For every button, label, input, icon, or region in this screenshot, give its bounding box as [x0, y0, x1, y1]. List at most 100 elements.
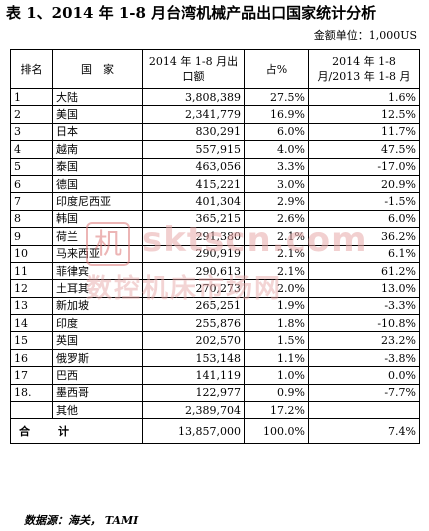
header-share: 占% [244, 49, 309, 89]
amount-cell: 122,977 [142, 383, 245, 403]
amount-cell: 153,148 [142, 348, 245, 368]
country-cell: 其他 [52, 401, 143, 420]
table-row: 13 新加坡 265,251 1.9% -3.3% [10, 296, 420, 316]
share-cell: 3.3% [244, 157, 309, 176]
table-row: 17 巴西 141,119 1.0% 0.0% [10, 366, 420, 385]
rank-cell: 2 [10, 105, 53, 124]
header-rank: 排名 [10, 49, 53, 89]
amount-cell: 270,273 [142, 279, 245, 298]
amount-cell: 3,808,389 [142, 87, 245, 107]
rank-cell: 16 [10, 348, 53, 368]
rank-cell: 8 [10, 209, 53, 229]
table-header-row: 排名 国 家 2014 年 1-8 月出口额 占% 2014 年 1-8 月/2… [10, 49, 420, 89]
table-row: 18. 墨西哥 122,977 0.9% -7.7% [10, 383, 420, 403]
growth-cell: 47.5% [308, 140, 420, 159]
country-cell: 越南 [52, 140, 143, 159]
share-cell: 16.9% [244, 105, 309, 124]
country-cell: 新加坡 [52, 296, 143, 316]
header-growth-text: 2014 年 1-8 月/2013 年 1-8 月 [317, 55, 411, 83]
growth-cell: 13.0% [308, 279, 420, 298]
table-row: 11 菲律宾 290,613 2.1% 61.2% [10, 261, 420, 281]
growth-cell: 11.7% [308, 122, 420, 142]
growth-cell: -3.3% [308, 296, 420, 316]
amount-cell: 265,251 [142, 296, 245, 316]
table-row: 14 印度 255,876 1.8% -10.8% [10, 314, 420, 333]
country-cell: 日本 [52, 122, 143, 142]
share-cell: 4.0% [244, 140, 309, 159]
rank-cell: 13 [10, 296, 53, 316]
rank-cell: 5 [10, 157, 53, 176]
country-cell: 巴西 [52, 366, 143, 385]
total-label-second-char: 计 [58, 424, 69, 438]
share-cell: 2.1% [244, 244, 309, 263]
amount-cell: 830,291 [142, 122, 245, 142]
share-cell: 2.6% [244, 209, 309, 229]
rank-cell: 3 [10, 122, 53, 142]
rank-cell: 14 [10, 314, 53, 333]
share-cell: 1.8% [244, 314, 309, 333]
growth-cell: 20.9% [308, 174, 420, 194]
share-cell: 1.9% [244, 296, 309, 316]
total-label-first-char: 合 [19, 424, 30, 438]
country-cell: 马来西亚 [52, 244, 143, 263]
growth-cell: 0.0% [308, 366, 420, 385]
rank-cell: 15 [10, 331, 53, 350]
table-row: 10 马来西亚 290,919 2.1% 6.1% [10, 244, 420, 263]
growth-cell: 1.6% [308, 87, 420, 107]
rank-cell: 1 [10, 87, 53, 107]
amount-cell: 415,221 [142, 174, 245, 194]
table-row: 1 大陆 3,808,389 27.5% 1.6% [10, 87, 420, 107]
growth-cell: -10.8% [308, 314, 420, 333]
growth-cell: -1.5% [308, 192, 420, 211]
share-cell: 2.1% [244, 261, 309, 281]
growth-cell: 12.5% [308, 105, 420, 124]
country-cell: 印度尼西亚 [52, 192, 143, 211]
amount-cell: 463,056 [142, 157, 245, 176]
country-cell: 荷兰 [52, 227, 143, 246]
growth-cell: 6.0% [308, 209, 420, 229]
export-statistics-table: 排名 国 家 2014 年 1-8 月出口额 占% 2014 年 1-8 月/2… [10, 49, 420, 445]
share-cell: 3.0% [244, 174, 309, 194]
rank-cell: 17 [10, 366, 53, 385]
table-title: 表 1、2014 年 1-8 月台湾机械产品出口国家统计分析 [6, 4, 377, 22]
country-cell: 土耳其 [52, 279, 143, 298]
table-row: 3 日本 830,291 6.0% 11.7% [10, 122, 420, 142]
table-row: 6 德国 415,221 3.0% 20.9% [10, 174, 420, 194]
amount-cell: 255,876 [142, 314, 245, 333]
share-cell: 0.9% [244, 383, 309, 403]
share-cell: 27.5% [244, 87, 309, 107]
rank-cell: 12 [10, 279, 53, 298]
country-cell: 德国 [52, 174, 143, 194]
growth-cell: 6.1% [308, 244, 420, 263]
header-amount: 2014 年 1-8 月出口额 [142, 49, 245, 89]
table-row: 其他 2,389,704 17.2% [10, 401, 420, 420]
table-row: 4 越南 557,915 4.0% 47.5% [10, 140, 420, 159]
amount-cell: 141,119 [142, 366, 245, 385]
amount-cell: 365,215 [142, 209, 245, 229]
share-cell: 1.0% [244, 366, 309, 385]
growth-cell: -3.8% [308, 348, 420, 368]
amount-cell: 202,570 [142, 331, 245, 350]
total-label-cell: 合计 [10, 418, 143, 445]
amount-cell: 291,380 [142, 227, 245, 246]
amount-cell: 2,389,704 [142, 401, 245, 420]
table-row: 15 英国 202,570 1.5% 23.2% [10, 331, 420, 350]
data-source-note: 数据源：海关， TAMI [24, 514, 139, 527]
country-cell: 菲律宾 [52, 261, 143, 281]
table-row: 9 荷兰 291,380 2.1% 36.2% [10, 227, 420, 246]
country-cell: 美国 [52, 105, 143, 124]
amount-cell: 2,341,779 [142, 105, 245, 124]
country-cell: 墨西哥 [52, 383, 143, 403]
rank-cell: 4 [10, 140, 53, 159]
table-row: 16 俄罗斯 153,148 1.1% -3.8% [10, 348, 420, 368]
table-row: 5 泰国 463,056 3.3% -17.0% [10, 157, 420, 176]
rank-cell: 18. [10, 383, 53, 403]
country-cell: 印度 [52, 314, 143, 333]
total-growth-cell: 7.4% [308, 418, 420, 445]
growth-cell: 23.2% [308, 331, 420, 350]
amount-cell: 557,915 [142, 140, 245, 159]
table-body: 1 大陆 3,808,389 27.5% 1.6% 2 美国 2,341,779 16.9% 12… [10, 87, 420, 445]
country-cell: 英国 [52, 331, 143, 350]
share-cell: 2.9% [244, 192, 309, 211]
amount-cell: 401,304 [142, 192, 245, 211]
